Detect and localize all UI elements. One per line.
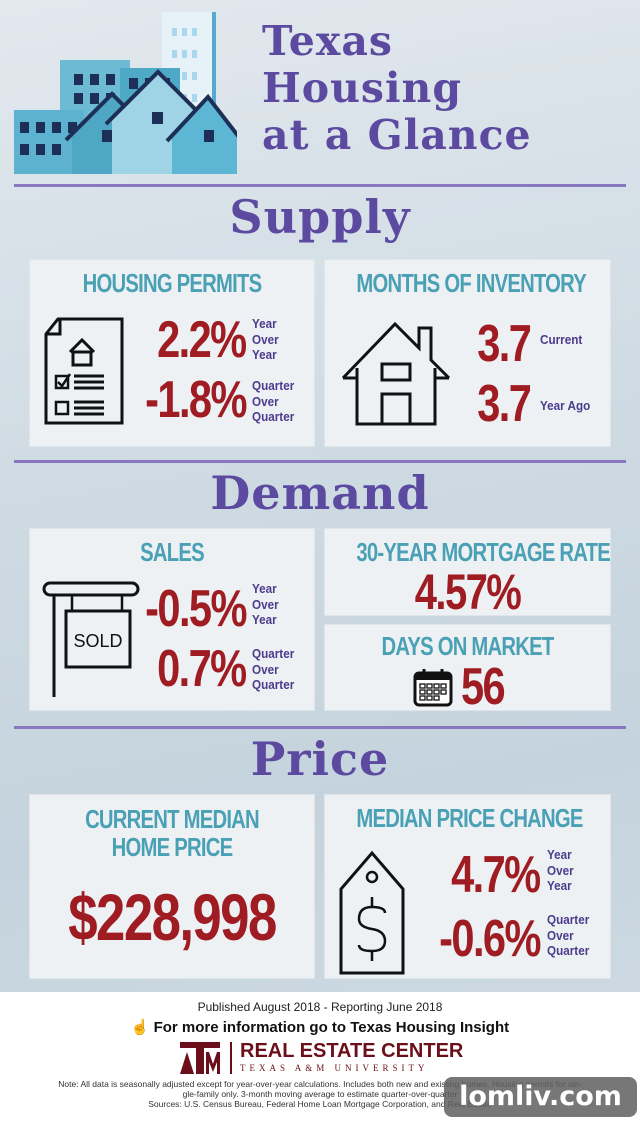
permits-qoq-label: Quarter Over Quarter <box>252 378 295 424</box>
inventory-year-ago-value: 3.7 <box>476 375 532 433</box>
median-price-panel: CURRENT MEDIAN HOME PRICE $228,998 <box>29 794 315 979</box>
price-tag-icon <box>339 850 405 975</box>
watermark: lomliv.com <box>444 1077 637 1117</box>
svg-text:SOLD: SOLD <box>73 631 122 651</box>
permits-yoy-label: Year Over Year <box>252 316 279 362</box>
pointer-hand-icon: ☝ <box>130 1019 150 1036</box>
months-inventory-panel: MONTHS OF INVENTORY 3.7 Current 3.7 Year… <box>324 259 611 447</box>
price-qoq-value: -0.6% <box>439 910 541 968</box>
price-qoq-label: Quarter Over Quarter <box>547 912 590 958</box>
inventory-year-ago-label: Year Ago <box>540 398 591 413</box>
house-outline-icon <box>341 321 451 426</box>
sales-panel: SALES SOLD -0.5% Year Over Year 0.7% Qua… <box>29 528 315 711</box>
inventory-current-label: Current <box>540 332 583 347</box>
sales-qoq-value: 0.7% <box>157 640 248 698</box>
divider <box>14 726 626 729</box>
median-price-value: $228,998 <box>68 880 277 954</box>
section-title-supply: Supply <box>229 190 411 244</box>
title-line-1: Texas <box>262 17 393 65</box>
section-title-demand: Demand <box>210 466 430 520</box>
panel-heading: SALES <box>140 537 204 567</box>
panel-heading: HOUSING PERMITS <box>82 268 263 298</box>
panel-heading: MEDIAN PRICE CHANGE <box>356 803 583 833</box>
footnote: Note: All data is seasonally adjusted ex… <box>58 1079 582 1109</box>
divider <box>14 184 626 187</box>
real-estate-center-logo: REAL ESTATE CENTER TEXAS A&M UNIVERSITY <box>178 1040 468 1076</box>
logo-divider <box>230 1042 232 1074</box>
housing-permits-panel: HOUSING PERMITS 2.2% Year Over Year -1.8… <box>29 259 315 447</box>
logo-subtitle: TEXAS A&M UNIVERSITY <box>240 1063 429 1073</box>
divider <box>14 460 626 463</box>
sales-yoy-value: -0.5% <box>145 580 247 638</box>
title-line-2: Housing <box>262 64 463 112</box>
permits-yoy-value: 2.2% <box>157 311 248 369</box>
panel-heading: CURRENT MEDIAN HOME PRICE <box>85 804 260 862</box>
logo-name: REAL ESTATE CENTER <box>240 1040 464 1062</box>
city-buildings-icon <box>14 12 237 174</box>
price-change-panel: MEDIAN PRICE CHANGE 4.7% Year Over Year … <box>324 794 611 979</box>
days-on-market-panel: DAYS ON MARKET 56 <box>324 624 611 716</box>
published-date: Published August 2018 - Reporting June 2… <box>197 1000 443 1014</box>
panel-heading: 30-YEAR MORTGAGE RATE <box>356 537 611 567</box>
more-info-link[interactable]: ☝ For more information go to Texas Housin… <box>130 1019 510 1036</box>
permits-qoq-value: -1.8% <box>145 371 247 429</box>
sales-yoy-label: Year Over Year <box>252 581 279 627</box>
calendar-icon <box>413 669 453 707</box>
inventory-current-value: 3.7 <box>476 315 532 373</box>
sold-sign-icon: SOLD <box>42 581 140 697</box>
sales-qoq-label: Quarter Over Quarter <box>252 646 295 692</box>
panel-heading: DAYS ON MARKET <box>381 631 554 661</box>
section-title-price: Price <box>250 732 390 786</box>
page-title: Texas Housing at a Glance <box>262 18 532 159</box>
price-yoy-value: 4.7% <box>451 846 542 904</box>
title-line-3: at a Glance <box>262 111 532 159</box>
permit-document-icon <box>44 317 124 425</box>
price-yoy-label: Year Over Year <box>547 847 574 893</box>
header: Texas Housing at a Glance <box>0 0 640 184</box>
mortgage-rate-value: 4.57% <box>414 564 522 620</box>
atm-logo-icon <box>180 1042 220 1074</box>
mortgage-rate-panel: 30-YEAR MORTGAGE RATE 4.57% <box>324 528 611 620</box>
panel-heading: MONTHS OF INVENTORY <box>356 268 587 298</box>
days-on-market-value: 56 <box>461 658 506 716</box>
